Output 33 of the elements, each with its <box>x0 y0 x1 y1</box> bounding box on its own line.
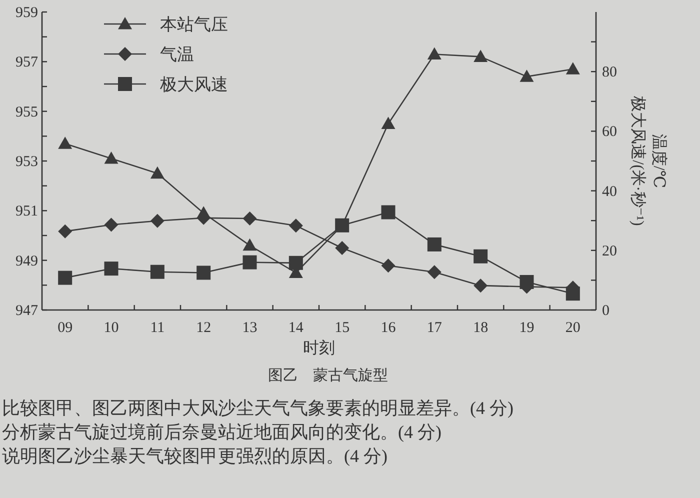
x-axis-title: 时刻 <box>303 340 335 357</box>
y2-axis-title: 温度/℃ 极大风速/(米·秒⁻¹) <box>629 96 667 226</box>
legend-label: 极大风速 <box>160 75 228 94</box>
x-tick-label: 10 <box>104 320 119 336</box>
x-tick-label: 16 <box>380 320 396 336</box>
y-tick-label: 953 <box>16 154 38 170</box>
y-tick-label: 949 <box>16 253 38 270</box>
y2-tick-label: 60 <box>602 124 617 140</box>
x-tick-label: 12 <box>196 320 212 336</box>
title: 图乙 蒙古气旋型 <box>268 368 388 384</box>
x-tick-label: 11 <box>150 320 165 336</box>
y-tick-label: 959 <box>16 5 38 21</box>
y2-tick-label: 20 <box>602 243 617 260</box>
x-tick-label: 20 <box>565 320 580 336</box>
y-tick-label: 957 <box>16 54 38 71</box>
y2-tick-label: 40 <box>602 184 617 200</box>
x-tick-label: 09 <box>58 320 73 336</box>
x-tick-label: 18 <box>473 320 488 336</box>
x-tick-label: 14 <box>288 320 304 336</box>
y2-tick-label: 80 <box>602 64 617 81</box>
x-tick-label: 19 <box>519 320 534 336</box>
y-tick-label: 955 <box>16 104 38 120</box>
x-tick-label: 17 <box>426 320 442 336</box>
y-tick-label: 947 <box>16 303 38 319</box>
x-tick-label: 13 <box>242 320 258 336</box>
annotation: 说明图乙沙尘暴天气较图甲更强烈的原因。(4 分) <box>2 446 388 466</box>
x-tick-label: 15 <box>334 320 350 336</box>
annotation: 分析蒙古气旋过境前后奈曼站近地面风向的变化。(4 分) <box>2 422 442 442</box>
legend-label: 本站气压 <box>160 15 228 34</box>
legend-label: 气温 <box>160 45 194 64</box>
annotation: 比较图甲、图乙两图中大风沙尘天气气象要素的明显差异。(4 分) <box>2 398 514 418</box>
y2-tick-label: 0 <box>602 303 610 319</box>
y-tick-label: 951 <box>16 204 38 220</box>
